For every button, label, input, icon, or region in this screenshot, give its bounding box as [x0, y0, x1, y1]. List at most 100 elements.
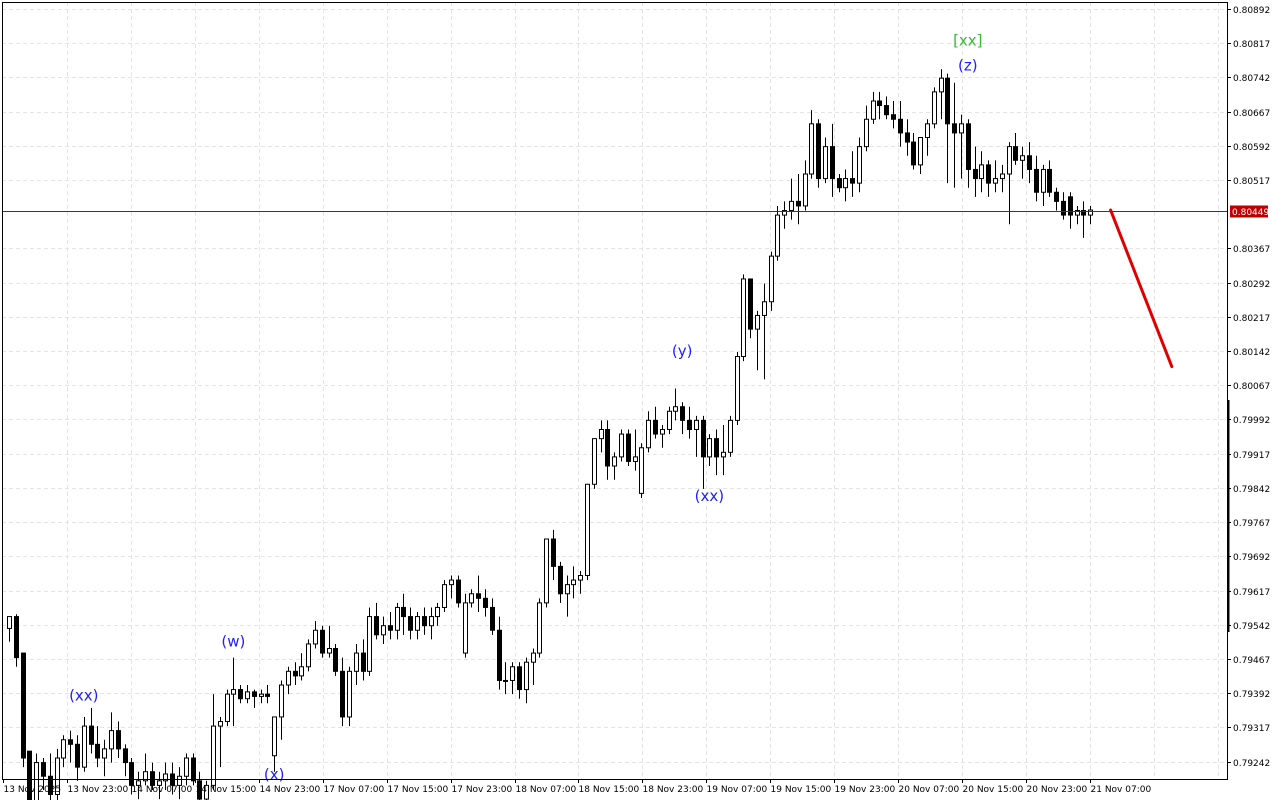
- price-tick-label: 0.79392: [1233, 690, 1270, 700]
- candle-body-bull: [204, 784, 209, 800]
- candle-body-bear: [877, 100, 882, 107]
- forecast-layer: [1109, 208, 1174, 369]
- candle-body-bear: [123, 748, 128, 764]
- wave-label: (w): [221, 633, 245, 651]
- candle-body-bull: [864, 118, 869, 148]
- candle-body-bear: [905, 132, 910, 143]
- candle-body-bear: [408, 616, 413, 631]
- candle-body-bear: [422, 616, 427, 627]
- candle-body-bull: [639, 447, 644, 494]
- candle-body-bull: [531, 652, 536, 663]
- candle-body-bull: [599, 429, 604, 440]
- time-tick-label: 19 Nov 07:00: [707, 785, 768, 795]
- candle-body-bull: [979, 164, 984, 180]
- price-tick-label: 0.79842: [1233, 485, 1270, 495]
- candle-body-bull: [633, 456, 638, 462]
- candle-body-bull: [279, 684, 284, 718]
- time-tick-label: 14 Nov 23:00: [260, 785, 321, 795]
- candle-body-bear: [27, 750, 32, 804]
- axes-layer: 0.80892 0.80817 0.80742 0.80667 0.80592 0.805…: [2, 2, 1270, 795]
- price-tick-label: 0.79917: [1233, 451, 1270, 461]
- candle-body-bull: [694, 419, 699, 431]
- candle-body-bear: [21, 652, 26, 759]
- candle-body-bull: [612, 456, 617, 467]
- candle-body-bull: [61, 739, 66, 759]
- time-tick-label: 20 Nov 07:00: [899, 785, 960, 795]
- price-tick-label: 0.79242: [1233, 759, 1270, 769]
- candle-body-bull: [469, 593, 474, 604]
- candle-body-bull: [82, 725, 87, 768]
- candle-body-bear: [293, 670, 298, 677]
- candle-body-bull: [918, 137, 923, 166]
- candle-body-bear: [891, 114, 896, 120]
- candle-body-bull: [34, 762, 39, 804]
- candle-body-bull: [782, 210, 787, 216]
- candle-body-bear: [837, 178, 842, 189]
- candle-body-bear: [1027, 155, 1032, 170]
- candle-body-bull: [184, 757, 189, 777]
- wave-label: (z): [958, 56, 978, 74]
- time-tick-label: 19 Nov 23:00: [835, 785, 896, 795]
- candle-body-bull: [823, 146, 828, 180]
- candle-body-bear: [680, 406, 685, 421]
- price-tick-label: 0.80742: [1233, 74, 1270, 84]
- candle-body-bull: [381, 625, 386, 636]
- candle-body-bull: [775, 214, 780, 257]
- candle-body-bear: [340, 670, 345, 718]
- candle-body-bull: [721, 451, 726, 458]
- candle-body-bull: [578, 575, 583, 581]
- price-tick-label: 0.79467: [1233, 656, 1270, 666]
- candle-body-bull: [660, 429, 665, 435]
- time-tick-label: 14 Nov 07:00: [132, 785, 193, 795]
- price-tick-label: 0.80517: [1233, 177, 1270, 187]
- candle-body-bull: [218, 721, 223, 727]
- candle-body-bear: [1061, 200, 1066, 216]
- candle-body-bear: [95, 743, 100, 759]
- candle-body-bull: [769, 255, 774, 303]
- time-tick-label: 18 Nov 23:00: [643, 785, 704, 795]
- price-tick-label: 0.79542: [1233, 622, 1270, 632]
- candle-body-bear: [966, 123, 971, 170]
- wave-label: (x): [264, 765, 285, 783]
- time-tick-label: 17 Nov 23:00: [452, 785, 513, 795]
- candle-body-bear: [911, 141, 916, 166]
- candle-body-bear: [850, 178, 855, 184]
- time-tick-label: 18 Nov 15:00: [579, 785, 640, 795]
- candle-body-bull: [306, 643, 311, 668]
- candle-body-bull: [932, 91, 937, 125]
- candle-body-bull: [592, 438, 597, 485]
- candle-body-bear: [1013, 146, 1018, 161]
- candle-body-bull: [503, 679, 508, 682]
- candle-body-bear: [490, 606, 495, 631]
- candle-body-bull: [225, 693, 230, 723]
- forecast-line: [1109, 208, 1174, 369]
- candle-body-bull: [299, 666, 304, 677]
- candle-body-bull: [959, 123, 964, 134]
- candle-body-bull: [415, 616, 420, 631]
- candle-body-bull: [741, 278, 746, 358]
- candle-body-bull: [1075, 210, 1080, 216]
- price-tick-label: 0.80367: [1233, 245, 1270, 255]
- candle-body-bear: [89, 725, 94, 745]
- candle-body-bear: [265, 693, 270, 697]
- price-tick-label: 0.80142: [1233, 348, 1270, 358]
- candle-body-bear: [333, 648, 338, 672]
- time-tick-label: 21 Nov 07:00: [1091, 785, 1152, 795]
- candle-body-bear: [116, 730, 121, 750]
- candle-body-bear: [1054, 191, 1059, 202]
- candle-body-bull: [735, 356, 740, 421]
- candle-body-bull: [231, 689, 236, 695]
- candle-body-bear: [945, 77, 950, 125]
- candle-body-bear: [483, 597, 488, 608]
- candle-body-bear: [1047, 168, 1052, 193]
- wave-label: (xx): [69, 687, 98, 705]
- candle-body-bear: [401, 606, 406, 618]
- candle-body-bull: [157, 780, 162, 786]
- price-tick-label: 0.80817: [1233, 40, 1270, 50]
- candle-body-bull: [259, 693, 264, 697]
- wave-label: (y): [672, 342, 693, 360]
- candle-body-bear: [75, 743, 80, 768]
- candle-body-bear: [687, 419, 692, 431]
